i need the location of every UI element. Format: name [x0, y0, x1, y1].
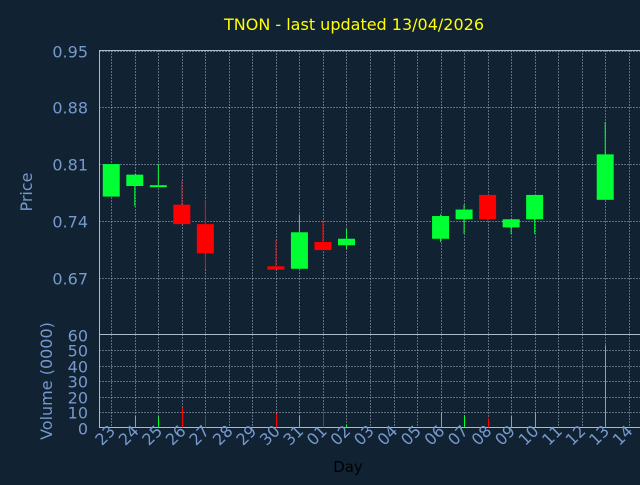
candle-body: [432, 216, 449, 239]
candle: [103, 164, 120, 196]
price-tick-label: 0.81: [52, 156, 88, 175]
candle-body: [338, 239, 355, 245]
candle-body: [267, 266, 284, 269]
candle-body: [103, 164, 120, 196]
candle: [432, 214, 449, 242]
candle-body: [597, 154, 614, 199]
price-tick-label: 0.74: [52, 213, 88, 232]
candle-body: [479, 195, 496, 219]
volume-tick-label: 60: [68, 327, 88, 346]
candle: [479, 195, 496, 221]
candle-body: [173, 205, 190, 224]
price-tick-label: 0.67: [52, 270, 88, 289]
candle-body: [197, 224, 214, 253]
day-axis-label: Day: [333, 458, 363, 476]
price-axis-label: Price: [17, 172, 36, 211]
candle-body: [150, 185, 167, 187]
price-tick-label: 0.95: [52, 43, 88, 62]
candle-body: [503, 219, 520, 227]
day-axis-ticks: 2324252627282930310102030405060708091011…: [91, 421, 636, 449]
price-tick-label: 0.88: [52, 99, 88, 118]
volume-axis-label: Volume (0000): [37, 322, 56, 440]
candle-body: [126, 175, 143, 186]
candle-body: [526, 195, 543, 219]
chart-title: TNON - last updated 13/04/2026: [223, 15, 484, 34]
candle-body: [291, 232, 308, 269]
candle-body: [314, 242, 331, 250]
candle-body: [456, 210, 473, 220]
